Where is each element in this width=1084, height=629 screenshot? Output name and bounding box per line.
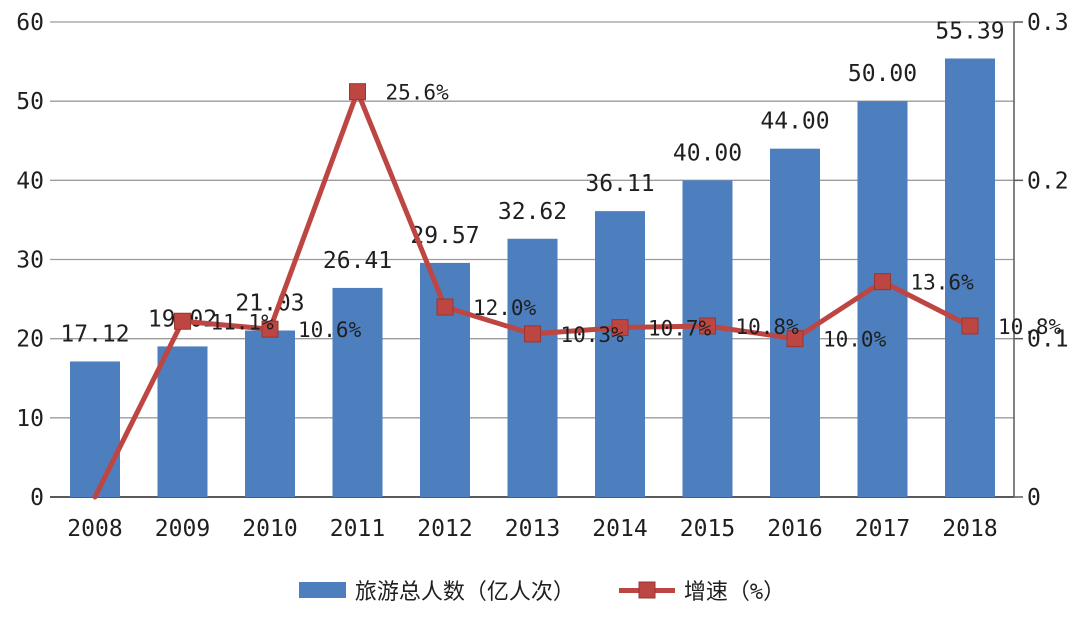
growth-value-label-2011: 25.6%: [386, 81, 450, 105]
growth-marker-2009: [174, 312, 191, 330]
bar-value-label-2008: 17.12: [60, 321, 129, 347]
growth-value-label-2014: 10.7%: [648, 317, 712, 341]
legend-item-line-series: 增速（%）: [618, 574, 786, 606]
bar-value-label-2016: 44.00: [760, 109, 829, 135]
bar-value-label-2018: 55.39: [935, 18, 1004, 44]
x-axis-tick-label: 2010: [242, 516, 297, 542]
x-axis-tick-label: 2009: [155, 516, 210, 542]
y-axis-left-tick-label: 20: [16, 327, 44, 353]
growth-value-label-2018: 10.8%: [998, 315, 1062, 339]
bar-2010: [245, 330, 295, 497]
growth-marker-2011: [349, 83, 366, 101]
growth-value-label-2013: 10.3%: [561, 323, 625, 347]
line-series-marker-icon: [638, 581, 656, 599]
growth-value-label-2017: 13.6%: [911, 271, 975, 295]
x-axis-tick-label: 2013: [505, 516, 560, 542]
bar-2015: [682, 180, 733, 498]
bar-2009: [157, 346, 208, 497]
x-axis-tick-label: 2018: [942, 516, 997, 542]
bar-2014: [595, 211, 645, 498]
bar-2016: [770, 148, 820, 497]
bar-value-label-2013: 32.62: [498, 199, 567, 225]
growth-marker-2014: [611, 319, 629, 337]
growth-marker-2010: [261, 320, 279, 338]
y-axis-right-tick-label: 0.2: [1027, 168, 1069, 194]
y-axis-right-tick-label: 0.1: [1027, 327, 1069, 353]
growth-marker-2018: [961, 317, 979, 335]
growth-marker-2017: [874, 273, 891, 291]
y-axis-left-tick-label: 40: [16, 168, 44, 194]
growth-marker-2013: [524, 325, 541, 343]
bar-value-label-2010: 21.03: [235, 291, 304, 317]
bar-2013: [507, 238, 558, 497]
growth-marker-2015: [699, 317, 716, 335]
line-series-swatch-icon: [618, 581, 675, 599]
bar-2017: [857, 101, 908, 498]
line-series-label: 增速（%）: [683, 580, 786, 605]
y-axis-left-tick-label: 10: [16, 406, 44, 432]
bar-2018: [945, 58, 995, 497]
y-axis-left-tick-label: 60: [16, 10, 44, 36]
legend-item-bar-series: 旅游总人数（亿人次）: [298, 574, 575, 606]
bar-value-label-2015: 40.00: [673, 140, 742, 166]
x-axis-tick-label: 2017: [855, 516, 910, 542]
growth-value-label-2016: 10.0%: [823, 328, 887, 352]
growth-value-label-2012: 12.0%: [473, 296, 537, 320]
growth-marker-2012: [436, 298, 454, 316]
bar-2008: [70, 361, 120, 497]
bar-value-label-2011: 26.41: [323, 248, 392, 274]
bar-value-label-2017: 50.00: [848, 61, 917, 87]
x-axis-tick-label: 2011: [330, 516, 385, 542]
x-axis-tick-label: 2014: [592, 516, 647, 542]
x-axis-tick-label: 2012: [417, 516, 472, 542]
x-axis-tick-label: 2008: [67, 516, 122, 542]
y-axis-left-tick-label: 30: [16, 248, 44, 274]
legend: 旅游总人数（亿人次） 增速（%）: [0, 574, 1084, 606]
y-axis-right-tick-label: 0: [1027, 485, 1041, 511]
bar-value-label-2014: 36.11: [585, 171, 654, 197]
bar-2011: [332, 287, 383, 497]
y-axis-left-tick-label: 0: [30, 485, 44, 511]
y-axis-right-tick-label: 0.3: [1027, 10, 1069, 36]
bar-series-swatch-icon: [298, 582, 346, 598]
growth-value-label-2015: 10.8%: [736, 315, 800, 339]
growth-value-label-2009: 11.1%: [211, 310, 275, 334]
x-axis-tick-label: 2016: [767, 516, 822, 542]
bar-2012: [420, 262, 470, 497]
y-axis-left-tick-label: 50: [16, 89, 44, 115]
growth-value-label-2010: 10.6%: [298, 318, 362, 342]
growth-marker-2016: [786, 330, 804, 348]
bar-series-label: 旅游总人数（亿人次）: [354, 580, 575, 605]
x-axis-tick-label: 2015: [680, 516, 735, 542]
